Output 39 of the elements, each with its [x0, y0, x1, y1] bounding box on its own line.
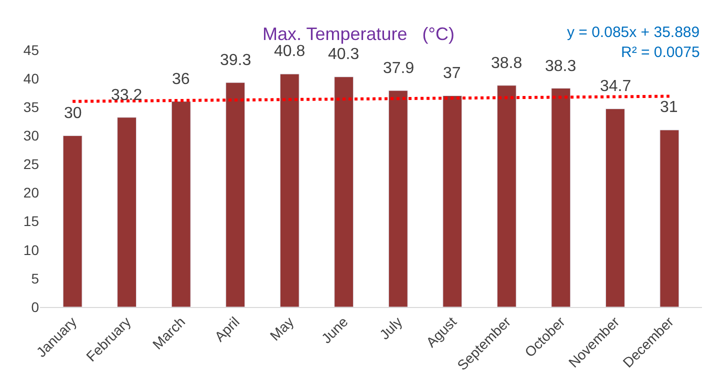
y-tick-label: 30 [23, 128, 40, 144]
bar [62, 135, 82, 307]
bar [226, 82, 246, 307]
bar [171, 101, 191, 307]
bar [551, 88, 571, 307]
data-label: 40.3 [328, 46, 360, 63]
text: y = 0.085x + 35.889 [567, 24, 700, 41]
y-tick-label: 25 [23, 156, 40, 172]
bar [388, 90, 408, 307]
data-label: 37.9 [383, 60, 414, 77]
data-label: 36 [172, 71, 190, 88]
bar [496, 85, 516, 307]
data-label: 33.2 [111, 87, 142, 104]
y-tick-label: 20 [23, 184, 40, 201]
bar [280, 74, 300, 307]
bar [117, 117, 137, 307]
data-label: 37 [443, 65, 461, 82]
data-label: 31 [660, 99, 678, 116]
chart-title: Max. Temperature (°C) [262, 24, 454, 44]
y-tick-label: 15 [23, 213, 40, 230]
y-tick-label: 5 [31, 270, 40, 286]
y-tick-label: 45 [23, 42, 40, 58]
bar [660, 130, 680, 307]
annotation: R² = 0.0075 [621, 44, 700, 61]
bar [334, 76, 354, 307]
data-label: 34.7 [600, 78, 632, 95]
data-label: 39.3 [220, 52, 252, 69]
bar [442, 95, 462, 307]
data-label: 40.8 [274, 43, 306, 60]
y-tick-label: 35 [23, 99, 40, 116]
x-tick-label: July [376, 314, 406, 342]
data-label: 38.8 [491, 55, 522, 72]
data-label: 30 [64, 105, 82, 122]
data-label: 38.3 [545, 58, 576, 75]
y-tick-label: 10 [23, 242, 40, 258]
y-tick-label: 40 [23, 70, 40, 86]
y-tick-label: 0 [31, 298, 40, 315]
bar [605, 108, 625, 307]
x-tick-label: May [266, 314, 297, 344]
